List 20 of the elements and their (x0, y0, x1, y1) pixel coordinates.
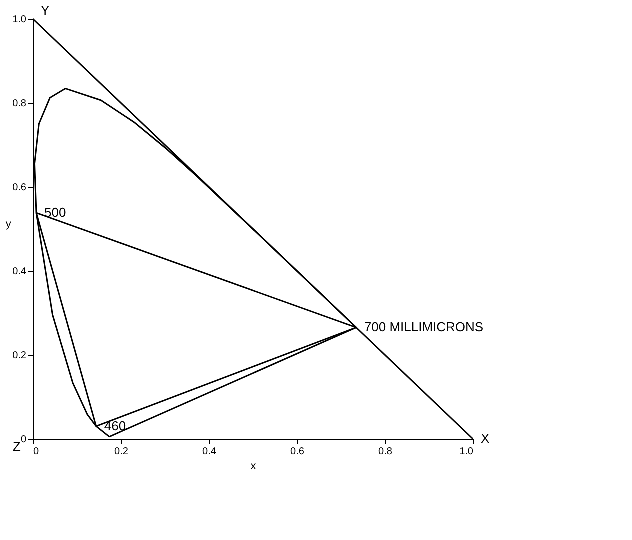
x-tick-label: 0.4 (202, 446, 217, 458)
y-tick-label: 0.8 (12, 98, 27, 110)
x-tick-label: 0.6 (290, 446, 305, 458)
y-tick-label: 0.2 (12, 350, 27, 362)
text: Z (13, 439, 22, 454)
x-axis-title: x (250, 460, 257, 472)
y-tick-label: 0.6 (12, 182, 27, 194)
y-axis-title: y (6, 218, 12, 230)
x-tick-label: 0.8 (378, 446, 393, 458)
annotation: 700 MILLIMICRONS (364, 320, 484, 335)
annotation: 460 (104, 418, 126, 434)
x-tick-label: 0.2 (114, 446, 129, 458)
annotation: Y (41, 3, 50, 18)
annotation: X (481, 431, 490, 446)
y-tick-label: 1.0 (12, 14, 27, 26)
y-tick-label: 0.4 (12, 266, 27, 278)
x-tick-label: 1.0 (460, 446, 474, 458)
annotation: 500 (44, 205, 66, 220)
x-tick-label: 0 (34, 446, 40, 458)
y-tick-label: 0 (20, 434, 27, 446)
